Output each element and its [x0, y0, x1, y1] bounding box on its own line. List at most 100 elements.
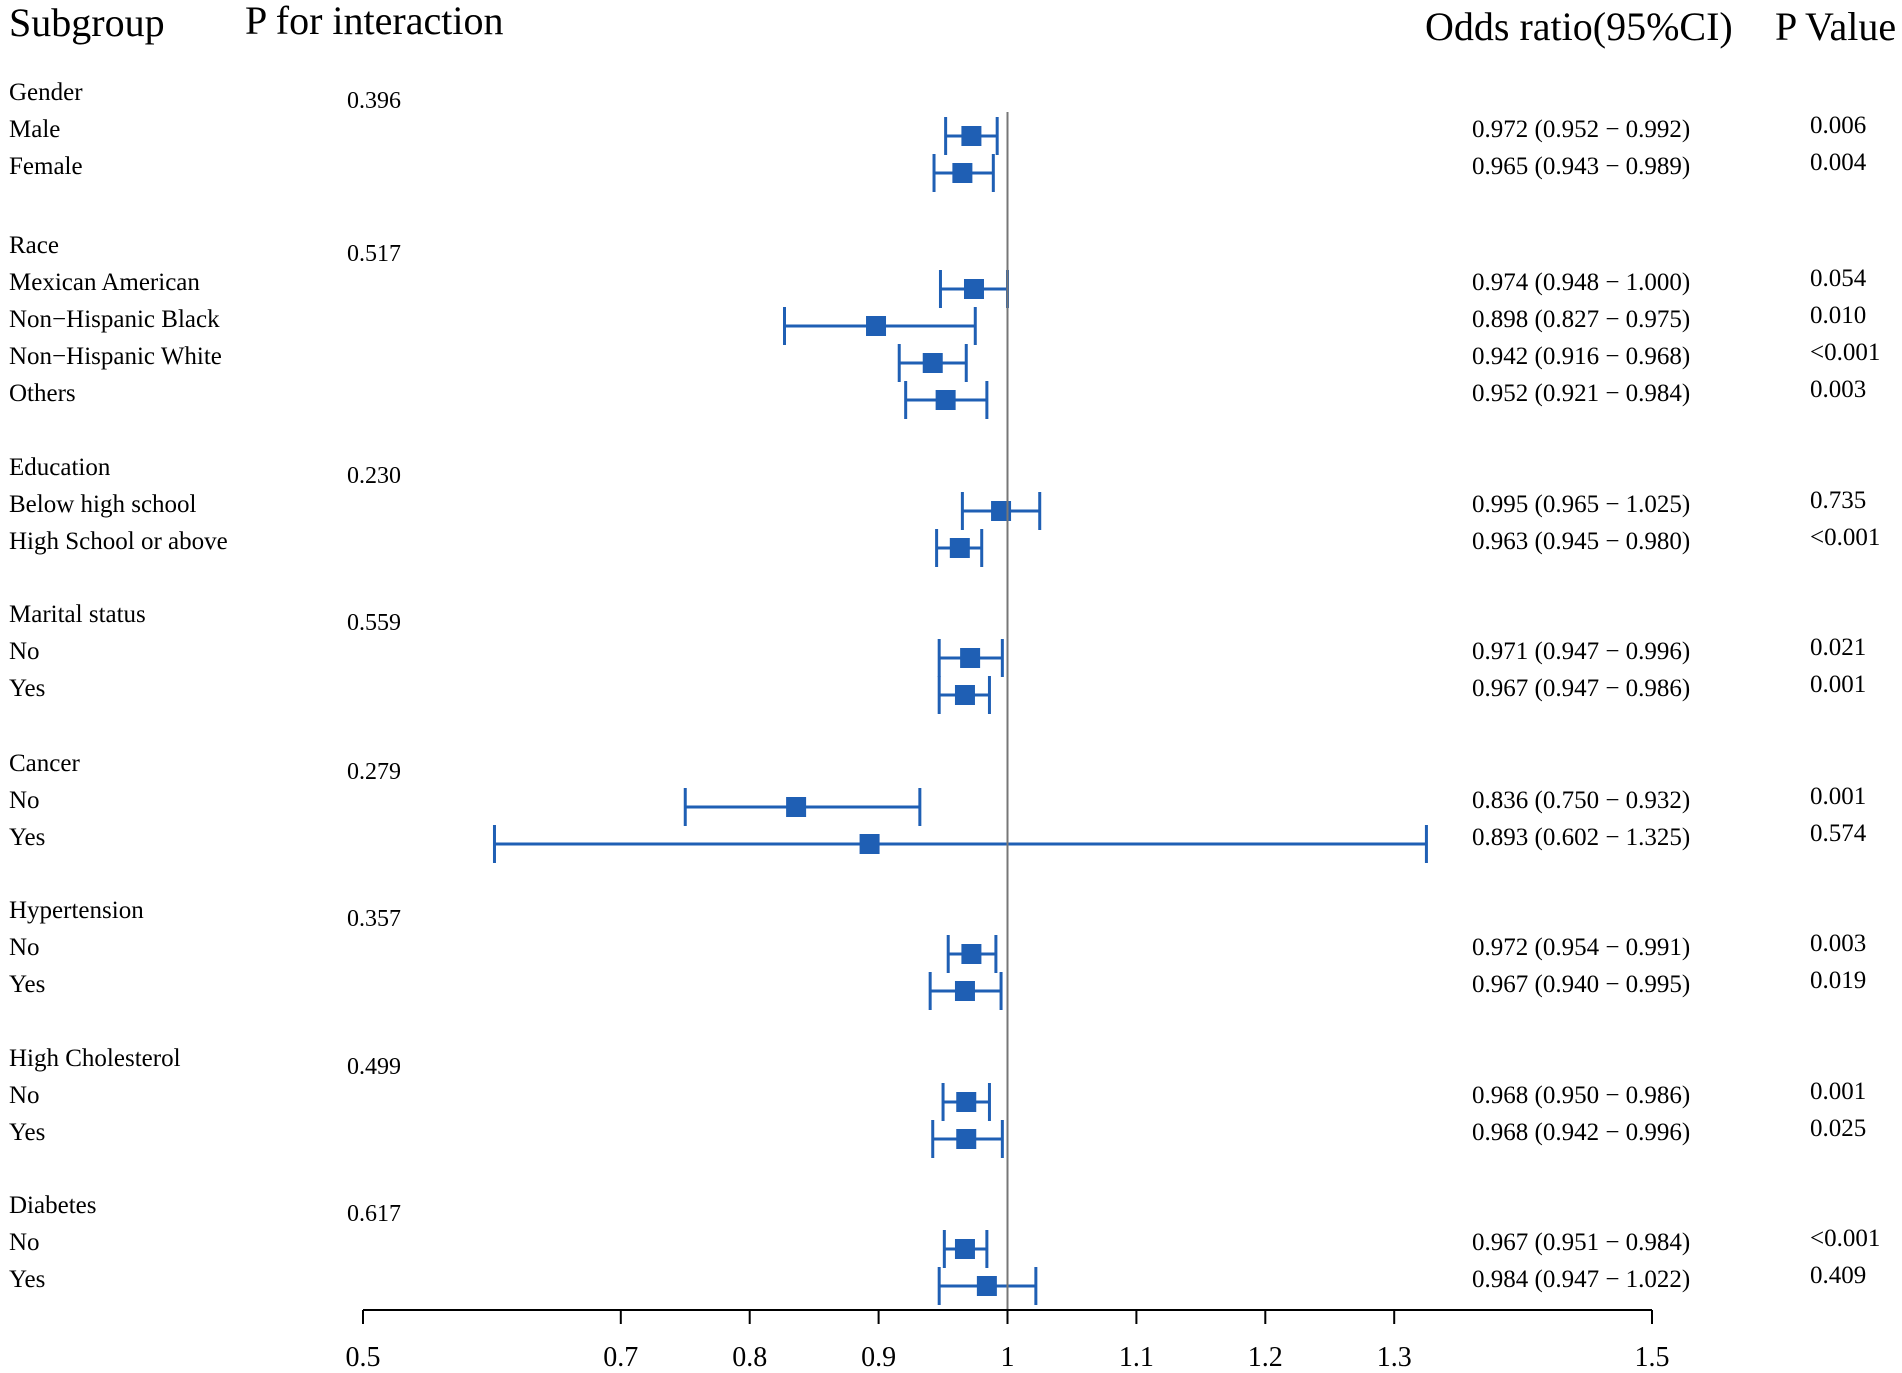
- p-value: 0.006: [1810, 112, 1866, 139]
- or-marker: [956, 1129, 977, 1149]
- row-label: Non−Hispanic Black: [9, 306, 220, 333]
- p-interaction-value: 0.230: [347, 463, 401, 489]
- or-marker: [949, 538, 970, 558]
- p-value: 0.574: [1810, 820, 1867, 847]
- p-interaction-value: 0.559: [347, 610, 401, 636]
- or-marker: [786, 797, 807, 817]
- or-marker: [956, 1092, 977, 1112]
- p-value: 0.003: [1810, 930, 1866, 957]
- or-ci-text: 0.836 (0.750 − 0.932): [1472, 787, 1690, 814]
- or-marker: [963, 279, 984, 299]
- or-ci-text: 0.972 (0.952 − 0.992): [1472, 116, 1690, 143]
- or-ci-text: 0.984 (0.947 − 1.022): [1472, 1266, 1690, 1293]
- row-label: Yes: [9, 1266, 45, 1293]
- or-marker: [935, 390, 956, 410]
- group-label: Diabetes: [9, 1192, 96, 1219]
- group-label: High Cholesterol: [9, 1045, 181, 1072]
- or-ci-text: 0.972 (0.954 − 0.991): [1472, 934, 1690, 961]
- row-label: No: [9, 934, 40, 961]
- or-ci-text: 0.893 (0.602 − 1.325): [1472, 824, 1690, 851]
- or-marker: [866, 316, 887, 336]
- p-interaction-value: 0.357: [347, 906, 401, 932]
- x-tick-label: 0.7: [603, 1342, 638, 1373]
- p-interaction-value: 0.517: [347, 241, 401, 267]
- p-value: 0.003: [1810, 376, 1866, 403]
- or-ci-text: 0.995 (0.965 − 1.025): [1472, 491, 1690, 518]
- row-label: No: [9, 1229, 40, 1256]
- group-label: Marital status: [9, 601, 146, 628]
- header-subgroup: Subgroup: [9, 0, 165, 45]
- row-label: Mexican American: [9, 269, 200, 296]
- p-value: <0.001: [1810, 524, 1880, 551]
- row-label: No: [9, 787, 40, 814]
- p-value: 0.021: [1810, 634, 1866, 661]
- p-value: 0.004: [1810, 149, 1867, 176]
- p-interaction-value: 0.279: [347, 759, 401, 785]
- p-interaction-value: 0.617: [347, 1201, 401, 1227]
- or-ci-text: 0.968 (0.942 − 0.996): [1472, 1119, 1690, 1146]
- p-value: 0.001: [1810, 783, 1866, 810]
- or-ci-text: 0.963 (0.945 − 0.980): [1472, 528, 1690, 555]
- or-marker: [961, 126, 982, 146]
- row-label: Female: [9, 153, 83, 180]
- p-value: 0.409: [1810, 1262, 1866, 1289]
- p-value: 0.054: [1810, 265, 1867, 292]
- x-tick-label: 1: [1001, 1342, 1015, 1373]
- or-ci-text: 0.898 (0.827 − 0.975): [1472, 306, 1690, 333]
- or-marker: [960, 648, 981, 668]
- header-odds-ratio: Odds ratio(95%CI): [1425, 4, 1733, 49]
- x-tick-label: 1.5: [1635, 1342, 1670, 1373]
- or-ci-text: 0.952 (0.921 − 0.984): [1472, 380, 1690, 407]
- or-ci-text: 0.968 (0.950 − 0.986): [1472, 1082, 1690, 1109]
- or-marker: [954, 685, 975, 705]
- group-label: Education: [9, 454, 111, 481]
- x-tick-label: 1.2: [1248, 1342, 1283, 1373]
- header-p-interaction: P for interaction: [245, 0, 503, 43]
- or-marker: [954, 981, 975, 1001]
- group-label: Gender: [9, 79, 83, 106]
- or-ci-text: 0.965 (0.943 − 0.989): [1472, 153, 1690, 180]
- x-tick-label: 1.1: [1119, 1342, 1154, 1373]
- row-label: Yes: [9, 971, 45, 998]
- header-p-value: P Value: [1775, 4, 1896, 49]
- row-label: Yes: [9, 824, 45, 851]
- x-tick-label: 0.5: [346, 1342, 381, 1373]
- p-value: 0.735: [1810, 487, 1866, 514]
- p-interaction-value: 0.499: [347, 1054, 401, 1080]
- row-label: Non−Hispanic White: [9, 343, 222, 370]
- p-value: <0.001: [1810, 1225, 1880, 1252]
- x-tick-label: 0.8: [732, 1342, 767, 1373]
- or-marker: [976, 1276, 997, 1296]
- or-marker: [922, 353, 943, 373]
- row-label: No: [9, 1082, 40, 1109]
- row-label: Below high school: [9, 491, 197, 518]
- or-marker: [991, 501, 1012, 521]
- x-tick-label: 1.3: [1377, 1342, 1412, 1373]
- or-ci-text: 0.967 (0.940 − 0.995): [1472, 971, 1690, 998]
- p-value: 0.010: [1810, 302, 1866, 329]
- or-marker: [952, 163, 973, 183]
- group-label: Race: [9, 232, 59, 259]
- or-marker: [859, 834, 880, 854]
- x-tick-label: 0.9: [861, 1342, 896, 1373]
- p-value: 0.019: [1810, 967, 1866, 994]
- row-label: Male: [9, 116, 60, 143]
- group-label: Hypertension: [9, 897, 144, 924]
- or-ci-text: 0.971 (0.947 − 0.996): [1472, 638, 1690, 665]
- row-label: Others: [9, 380, 76, 407]
- or-ci-text: 0.967 (0.947 − 0.986): [1472, 675, 1690, 702]
- p-value: 0.025: [1810, 1115, 1866, 1142]
- or-ci-text: 0.967 (0.951 − 0.984): [1472, 1229, 1690, 1256]
- or-ci-text: 0.974 (0.948 − 1.000): [1472, 269, 1690, 296]
- row-label: No: [9, 638, 40, 665]
- or-marker: [954, 1239, 975, 1259]
- row-label: Yes: [9, 675, 45, 702]
- p-value: <0.001: [1810, 339, 1880, 366]
- or-ci-text: 0.942 (0.916 − 0.968): [1472, 343, 1690, 370]
- or-marker: [961, 944, 982, 964]
- row-label: High School or above: [9, 528, 228, 555]
- p-value: 0.001: [1810, 671, 1866, 698]
- group-label: Cancer: [9, 750, 80, 777]
- p-value: 0.001: [1810, 1078, 1866, 1105]
